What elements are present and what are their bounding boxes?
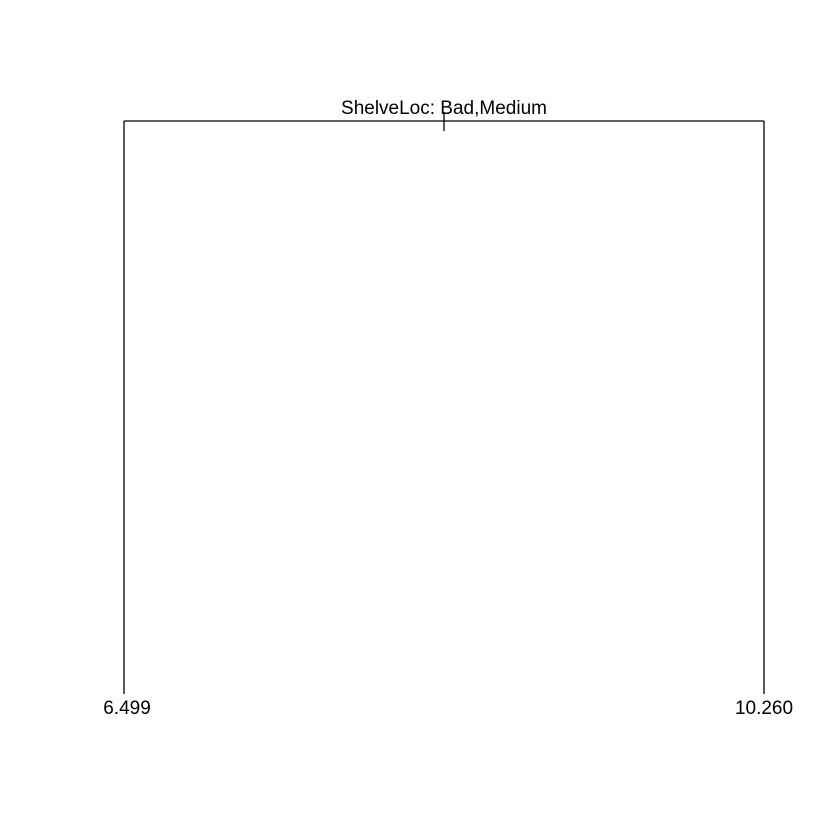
leaf-left-value: 6.499 (103, 698, 151, 719)
root-split-label: ShelveLoc: Bad,Medium (341, 98, 547, 119)
leaf-right-value: 10.260 (735, 698, 793, 719)
